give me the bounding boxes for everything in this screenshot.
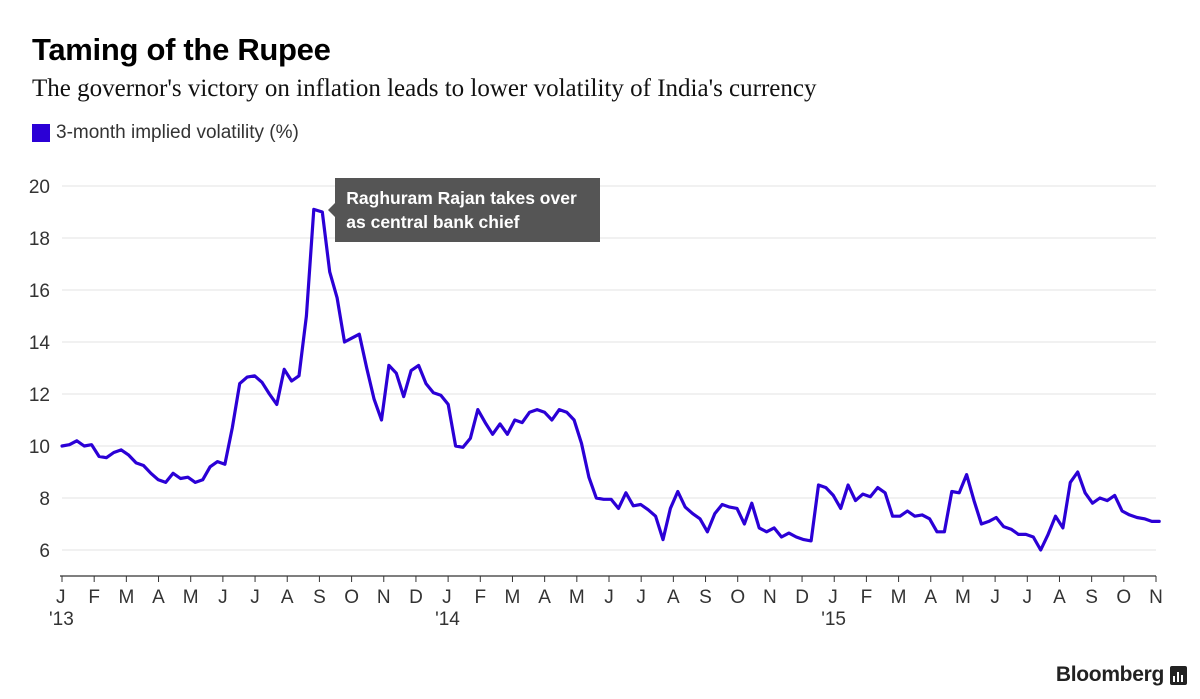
x-tick-label: F [474, 587, 486, 608]
x-tick-label: A [667, 587, 680, 608]
brand-logo: Bloomberg [1056, 663, 1187, 687]
legend-label: 3-month implied volatility (%) [56, 122, 299, 143]
x-tick-label: A [924, 587, 937, 608]
annotation-pointer [328, 203, 336, 218]
x-tick-label: F [861, 587, 873, 608]
x-tick-label: J [218, 587, 228, 608]
x-tick-label: J [636, 587, 646, 608]
x-tick-label: J [604, 587, 614, 608]
x-tick-label: S [1085, 587, 1098, 608]
bloomberg-terminal-icon [1170, 665, 1187, 685]
y-tick-label: 18 [29, 229, 50, 250]
x-tick-label: M [118, 587, 134, 608]
legend-swatch [32, 124, 50, 142]
y-axis-ticks: 6 8 10 12 14 16 18 20 [29, 177, 51, 562]
x-tick-label: J [250, 587, 260, 608]
x-tick-label: M [569, 587, 585, 608]
series-line [60, 207, 1161, 552]
x-tick-label: D [409, 587, 423, 608]
x-tick-label: M [955, 587, 971, 608]
x-tick-label: O [344, 587, 359, 608]
y-tick-label: 6 [39, 541, 50, 562]
x-year-label: '13 [49, 609, 74, 630]
y-tick-label: 16 [29, 281, 50, 302]
y-tick-label: 12 [29, 385, 50, 406]
x-tick-label: A [281, 587, 294, 608]
x-tick-label: M [891, 587, 907, 608]
x-tick-label: S [699, 587, 712, 608]
x-axis: J'13F M A M J J A S O N D J'14F M A M J J A S O N D J'15F M A M J J… [49, 575, 1163, 630]
y-tick-label: 20 [29, 177, 50, 198]
x-tick-label: J [1023, 587, 1033, 608]
chart-subtitle: The governor's victory on inflation lead… [32, 75, 817, 102]
grid-lines [62, 185, 1156, 551]
x-tick-label: J [828, 587, 838, 608]
x-tick-label: A [152, 587, 165, 608]
chart-title: Taming of the Rupee [32, 32, 331, 67]
x-tick-label: J [442, 587, 452, 608]
x-tick-label: M [183, 587, 199, 608]
x-tick-label: D [795, 587, 809, 608]
x-tick-label: M [505, 587, 521, 608]
x-tick-label: N [377, 587, 391, 608]
x-tick-label: N [763, 587, 777, 608]
x-tick-label: J [990, 587, 1000, 608]
x-tick-label: A [1053, 587, 1066, 608]
x-tick-label: J [56, 587, 66, 608]
x-tick-label: S [313, 587, 326, 608]
x-year-label: '14 [435, 609, 460, 630]
annotation-callout: Raghuram Rajan takes over as central ban… [335, 178, 601, 243]
x-tick-label: O [1116, 587, 1131, 608]
x-tick-label: O [730, 587, 745, 608]
brand-name: Bloomberg [1055, 663, 1164, 686]
x-tick-label: F [88, 587, 100, 608]
x-year-label: '15 [821, 609, 846, 630]
x-tick-label: N [1149, 587, 1163, 608]
y-tick-label: 10 [29, 437, 50, 458]
series-layer [60, 207, 1161, 552]
legend: 3-month implied volatility (%) [32, 122, 299, 144]
y-tick-label: 14 [29, 333, 51, 354]
x-tick-label: A [538, 587, 551, 608]
y-tick-label: 8 [39, 489, 50, 510]
